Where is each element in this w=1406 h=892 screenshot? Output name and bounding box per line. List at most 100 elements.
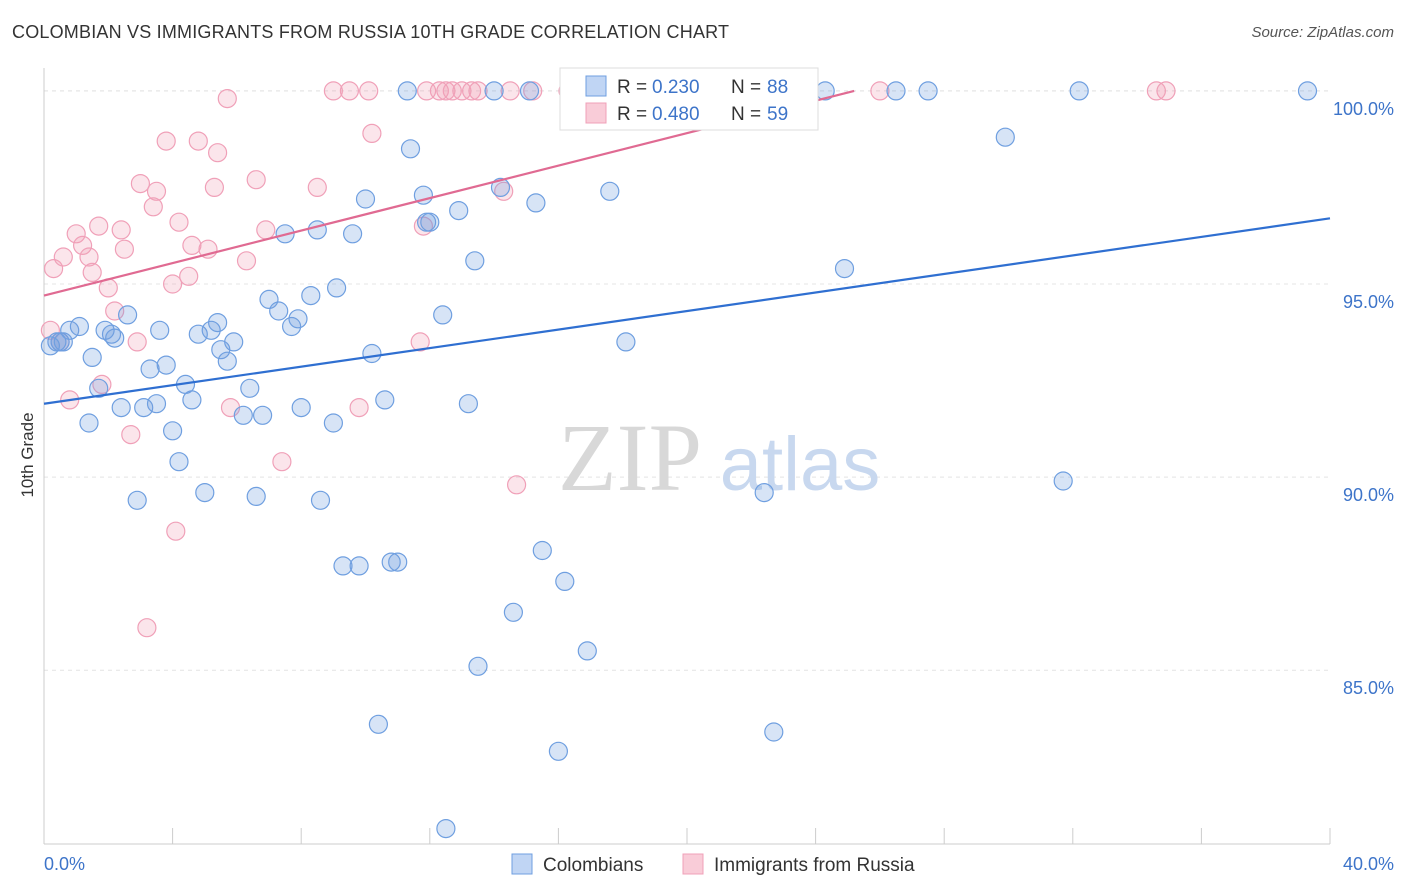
axes bbox=[43, 68, 1331, 845]
colombians-point-84 bbox=[918, 81, 938, 101]
colombians-point-47 bbox=[343, 224, 363, 244]
y-tick-label-1: 90.0% bbox=[1343, 485, 1394, 505]
colombians-point-17 bbox=[146, 394, 167, 414]
colombians-point-39 bbox=[288, 309, 308, 329]
y-tick-labels: 85.0% 90.0% 95.0% 100.0% bbox=[1333, 99, 1394, 698]
colombians-point-36 bbox=[269, 301, 289, 321]
y-tick-label-0: 85.0% bbox=[1343, 678, 1394, 698]
russia-point-41 bbox=[359, 81, 379, 101]
watermark-atlas: atlas bbox=[720, 422, 881, 507]
colombians-point-87 bbox=[1069, 81, 1089, 101]
legend: R = 0.230 N = 88 R = 0.480 N = 59 bbox=[559, 67, 819, 131]
colombians-point-53 bbox=[381, 552, 401, 572]
colombians-point-16 bbox=[140, 359, 160, 379]
russia-point-33 bbox=[236, 251, 257, 271]
bottom-legend-swatch-colombians bbox=[511, 853, 533, 875]
colombians-point-78 bbox=[616, 332, 636, 352]
watermark-zip: ZIP bbox=[558, 404, 702, 511]
russia-point-18 bbox=[137, 618, 157, 638]
colombians-point-55 bbox=[397, 81, 417, 101]
colombians-trendline bbox=[43, 217, 1331, 405]
colombians-point-6 bbox=[79, 413, 99, 433]
russia-point-50 bbox=[462, 81, 482, 101]
legend-r-value-2: 0.480 bbox=[652, 104, 700, 125]
chart-source: Source: ZipAtlas.com bbox=[1251, 24, 1394, 41]
russia-point-53 bbox=[500, 81, 520, 101]
colombians-point-73 bbox=[555, 571, 575, 592]
russia-point-5 bbox=[66, 224, 86, 244]
colombians-point-32 bbox=[240, 378, 260, 398]
colombians-point-46 bbox=[333, 556, 353, 576]
colombians-point-50 bbox=[362, 343, 382, 364]
colombians-point-79 bbox=[754, 483, 774, 503]
chart-title: COLOMBIAN VS IMMIGRANTS FROM RUSSIA 10TH… bbox=[12, 22, 730, 42]
colombians-point-85 bbox=[995, 127, 1015, 147]
gridlines bbox=[44, 90, 1330, 671]
colombians-point-43 bbox=[310, 490, 331, 510]
colombians-point-72 bbox=[548, 741, 569, 761]
russia-point-30 bbox=[208, 143, 228, 163]
russia-point-54 bbox=[506, 475, 527, 495]
colombians-point-66 bbox=[484, 81, 504, 101]
y-axis-label: 10th Grade bbox=[18, 412, 37, 497]
russia-point-22 bbox=[163, 274, 183, 294]
russia-point-37 bbox=[307, 177, 327, 197]
russia-point-58 bbox=[870, 81, 890, 101]
colombians-point-7 bbox=[82, 347, 102, 367]
legend-swatch-russia bbox=[585, 102, 607, 124]
colombians-point-44 bbox=[323, 413, 343, 433]
russia-point-49 bbox=[452, 81, 472, 101]
bottom-legend: Colombians Immigrants from Russia bbox=[511, 853, 915, 876]
colombians-point-40 bbox=[291, 398, 311, 418]
colombians-point-49 bbox=[355, 189, 376, 209]
colombians-point-5 bbox=[69, 316, 90, 337]
colombians-point-19 bbox=[156, 355, 176, 375]
colombians-point-26 bbox=[201, 320, 221, 340]
colombians-point-48 bbox=[349, 556, 369, 576]
russia-point-9 bbox=[89, 216, 109, 236]
russia-point-40 bbox=[349, 398, 369, 418]
russia-point-38 bbox=[323, 81, 343, 101]
colombians-point-83 bbox=[886, 81, 906, 101]
colombians-point-70 bbox=[526, 193, 546, 213]
russia-point-6 bbox=[72, 235, 93, 255]
colombians-point-34 bbox=[253, 405, 273, 425]
russia-point-34 bbox=[246, 170, 266, 190]
colombians-point-41 bbox=[301, 286, 321, 306]
trendlines bbox=[43, 89, 1331, 405]
colombians-point-68 bbox=[503, 602, 524, 622]
colombians-point-4 bbox=[60, 320, 80, 340]
russia-point-17 bbox=[130, 174, 150, 194]
colombians-point-21 bbox=[169, 452, 189, 472]
russia-point-3 bbox=[53, 247, 73, 267]
colombians-point-31 bbox=[233, 405, 253, 425]
russia-point-48 bbox=[442, 81, 462, 101]
colombians-point-29 bbox=[217, 351, 237, 371]
colombians-point-69 bbox=[519, 81, 540, 101]
colombians-point-11 bbox=[105, 328, 125, 348]
russia-point-35 bbox=[256, 220, 276, 240]
russia-point-25 bbox=[179, 266, 199, 286]
russia-point-60 bbox=[1156, 81, 1176, 101]
colombians-point-75 bbox=[577, 641, 597, 661]
legend-n-value-1: 88 bbox=[767, 77, 788, 98]
colombians-point-86 bbox=[1053, 471, 1073, 491]
russia-point-19 bbox=[143, 197, 163, 217]
legend-n-label-2: N = bbox=[731, 104, 761, 125]
colombians-point-77 bbox=[600, 181, 620, 201]
colombians-point-65 bbox=[468, 656, 488, 676]
russia-point-36 bbox=[272, 452, 292, 472]
y-tick-label-2: 95.0% bbox=[1343, 292, 1394, 312]
russia-point-7 bbox=[79, 247, 99, 267]
legend-r-label-1: R = bbox=[617, 77, 647, 98]
watermark: ZIP atlas bbox=[558, 404, 880, 511]
russia-point-13 bbox=[111, 220, 131, 240]
russia-point-20 bbox=[146, 181, 167, 201]
colombians-point-62 bbox=[449, 201, 469, 221]
legend-r-label-2: R = bbox=[617, 104, 647, 125]
russia-point-51 bbox=[468, 81, 488, 101]
colombians-point-60 bbox=[433, 305, 453, 325]
x-tick-label-max: 40.0% bbox=[1343, 854, 1394, 874]
